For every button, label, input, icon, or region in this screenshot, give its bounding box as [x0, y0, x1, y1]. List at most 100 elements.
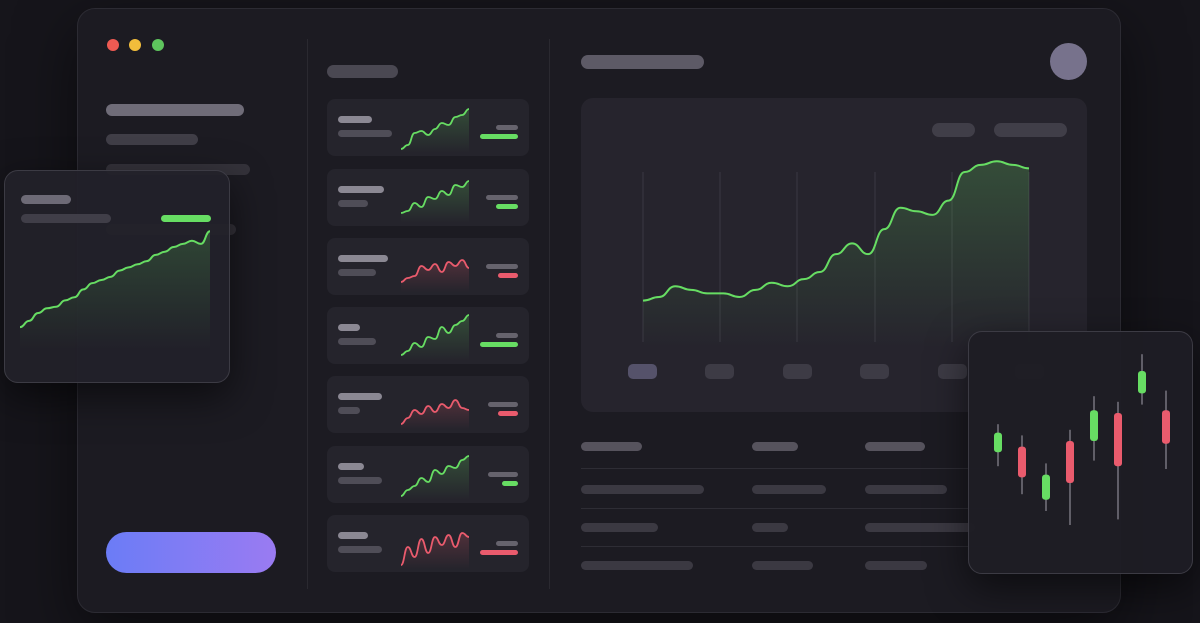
- card-value-placeholder: [496, 541, 518, 546]
- table-cell-placeholder: [752, 485, 826, 494]
- card-change-indicator: [496, 204, 518, 209]
- card-subtitle-placeholder: [338, 269, 376, 276]
- sparkline-area: [401, 400, 469, 430]
- table-divider: [581, 546, 1001, 547]
- candle-body: [1090, 410, 1098, 441]
- table-header-placeholder: [581, 442, 642, 451]
- card-subtitle-placeholder: [338, 546, 382, 553]
- overview-chart-line: [19, 230, 211, 329]
- card-change-indicator: [498, 411, 518, 416]
- chart-options-toggle[interactable]: [994, 123, 1067, 137]
- window-minimize-button[interactable]: [129, 39, 141, 51]
- sparkline-line: [400, 180, 470, 214]
- sparkline-line: [400, 314, 470, 356]
- timeframe-tab[interactable]: [783, 364, 812, 379]
- watchlist-card[interactable]: [327, 99, 529, 156]
- card-value-placeholder: [496, 333, 518, 338]
- watchlist-card[interactable]: [327, 446, 529, 503]
- candle-body: [1114, 413, 1122, 467]
- candle-body: [1162, 410, 1170, 444]
- overview-title-placeholder: [21, 195, 71, 204]
- sparkline: [400, 455, 470, 500]
- table-cell-placeholder: [752, 561, 813, 570]
- timeframe-tab[interactable]: [938, 364, 967, 379]
- window-maximize-button[interactable]: [152, 39, 164, 51]
- watchlist-card[interactable]: [327, 307, 529, 364]
- card-title-placeholder: [338, 255, 388, 262]
- table-cell-placeholder: [865, 485, 947, 494]
- sparkline: [400, 399, 470, 430]
- sparkline: [400, 180, 470, 223]
- avatar[interactable]: [1050, 43, 1087, 80]
- table-cell-placeholder: [581, 561, 693, 570]
- primary-action-button[interactable]: [106, 532, 276, 573]
- card-change-indicator: [498, 273, 518, 278]
- sparkline: [400, 314, 470, 361]
- card-title-placeholder: [338, 463, 364, 470]
- sparkline-area: [401, 181, 469, 223]
- card-title-placeholder: [338, 324, 360, 331]
- candle-body: [1018, 446, 1026, 478]
- card-subtitle-placeholder: [338, 200, 368, 207]
- watchlist-card[interactable]: [327, 376, 529, 433]
- card-value-placeholder: [488, 472, 518, 477]
- card-change-indicator: [480, 342, 518, 347]
- watchlist-card[interactable]: [327, 169, 529, 226]
- card-value-placeholder: [496, 125, 518, 130]
- sidebar-item-placeholder[interactable]: [106, 164, 250, 175]
- card-subtitle-placeholder: [338, 130, 392, 137]
- sparkline: [400, 259, 470, 292]
- sidebar-item-placeholder[interactable]: [106, 134, 198, 145]
- sparkline-area: [401, 109, 469, 153]
- table-cell-placeholder: [752, 523, 788, 532]
- chart-title-placeholder: [581, 55, 704, 69]
- sparkline-line: [400, 259, 470, 283]
- card-change-indicator: [480, 134, 518, 139]
- card-value-placeholder: [486, 264, 518, 269]
- table-cell-placeholder: [865, 561, 927, 570]
- card-title-placeholder: [338, 186, 384, 193]
- table-header-placeholder: [865, 442, 925, 451]
- sidebar-heading-placeholder: [106, 104, 244, 116]
- overview-change-indicator: [161, 215, 211, 222]
- watchlist-title-placeholder: [327, 65, 398, 78]
- watchlist-card[interactable]: [327, 515, 529, 572]
- sparkline-area: [401, 260, 469, 292]
- list-divider: [549, 39, 550, 589]
- sparkline-line: [400, 455, 470, 497]
- table-divider: [581, 508, 1001, 509]
- floating-candlestick-card[interactable]: [968, 331, 1193, 574]
- timeframe-tab[interactable]: [860, 364, 889, 379]
- card-change-indicator: [480, 550, 518, 555]
- overview-chart-area: [20, 231, 210, 350]
- table-cell-placeholder: [581, 485, 704, 494]
- chart-range-toggle[interactable]: [932, 123, 975, 137]
- card-title-placeholder: [338, 532, 368, 539]
- sparkline-line: [400, 399, 470, 425]
- candle-body: [1138, 371, 1146, 394]
- sparkline-area: [401, 315, 469, 361]
- table-header-placeholder: [752, 442, 798, 451]
- timeframe-tab[interactable]: [705, 364, 734, 379]
- overview-subtitle-placeholder: [21, 214, 111, 223]
- card-title-placeholder: [338, 116, 372, 123]
- watchlist-card[interactable]: [327, 238, 529, 295]
- sidebar-divider: [307, 39, 308, 589]
- table-cell-placeholder: [581, 523, 658, 532]
- card-value-placeholder: [488, 402, 518, 407]
- candlestick-chart: [994, 354, 1170, 525]
- sparkline: [400, 108, 470, 153]
- table-cell-placeholder: [865, 523, 975, 532]
- sparkline: [400, 532, 470, 569]
- card-change-indicator: [502, 481, 518, 486]
- timeframe-tab[interactable]: [628, 364, 657, 379]
- card-subtitle-placeholder: [338, 407, 360, 414]
- table-divider: [581, 468, 1001, 469]
- card-title-placeholder: [338, 393, 382, 400]
- overview-chart: [19, 230, 211, 350]
- candle-body: [1066, 441, 1074, 483]
- sparkline-line: [400, 108, 470, 150]
- card-value-placeholder: [486, 195, 518, 200]
- sparkline-line: [400, 532, 470, 566]
- window-close-button[interactable]: [107, 39, 119, 51]
